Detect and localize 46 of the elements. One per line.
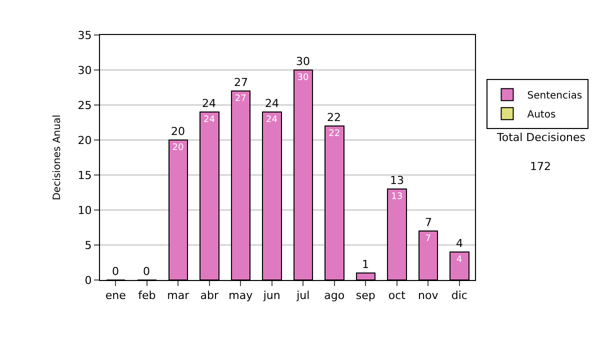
x-tick-label: mar: [167, 289, 190, 302]
total-label: 27: [234, 76, 248, 89]
y-axis-title: Decisiones Anual: [52, 114, 63, 200]
data-label: 20: [172, 143, 184, 153]
total-label: 30: [296, 55, 310, 68]
data-label: 30: [297, 73, 309, 83]
total-label: 24: [265, 97, 279, 110]
total-label: 20: [171, 125, 185, 138]
text: Total Decisiones: [496, 131, 586, 144]
total-label: 24: [202, 97, 216, 110]
y-tick-label: 25: [78, 98, 92, 112]
x-tick-label: nov: [418, 289, 439, 302]
data-label: 13: [391, 192, 403, 202]
y-tick-label: 35: [78, 28, 92, 42]
data-label: 7: [425, 234, 431, 244]
y-tick-label: 20: [78, 134, 92, 147]
x-tick-label: oct: [388, 289, 406, 302]
x-tick-label: ene: [105, 289, 126, 302]
data-label: 4: [456, 255, 462, 265]
x-tick-label: feb: [138, 289, 156, 302]
total-label: 7: [425, 216, 432, 229]
x-tick-label: jul: [296, 289, 310, 302]
data-label: 24: [266, 115, 278, 125]
y-tick-label: 15: [78, 168, 92, 182]
y-tick-label: 5: [84, 238, 92, 252]
total-label: 4: [456, 237, 463, 250]
data-label: 22: [328, 129, 340, 139]
legend-label: Autos: [527, 110, 556, 120]
legend-label: Sentencias: [527, 90, 582, 102]
x-tick-label: sep: [356, 289, 376, 302]
x-tick-label: abr: [200, 289, 219, 302]
x-tick-label: dic: [451, 289, 468, 302]
x-tick-label: ago: [324, 289, 345, 302]
y-tick-label: 0: [84, 274, 92, 287]
total-label: 22: [327, 111, 341, 124]
text: 172: [530, 160, 551, 173]
data-label: 24: [204, 115, 216, 125]
y-tick-label: 30: [78, 64, 92, 77]
data-label: 27: [234, 94, 246, 104]
total-label: 1: [362, 258, 369, 271]
total-label: 0: [143, 265, 150, 278]
total-label: 13: [390, 174, 404, 187]
x-tick-label: may: [228, 289, 254, 302]
x-tick-label: jun: [262, 289, 280, 302]
y-tick-label: 10: [78, 204, 92, 217]
total-label: 0: [112, 265, 119, 278]
